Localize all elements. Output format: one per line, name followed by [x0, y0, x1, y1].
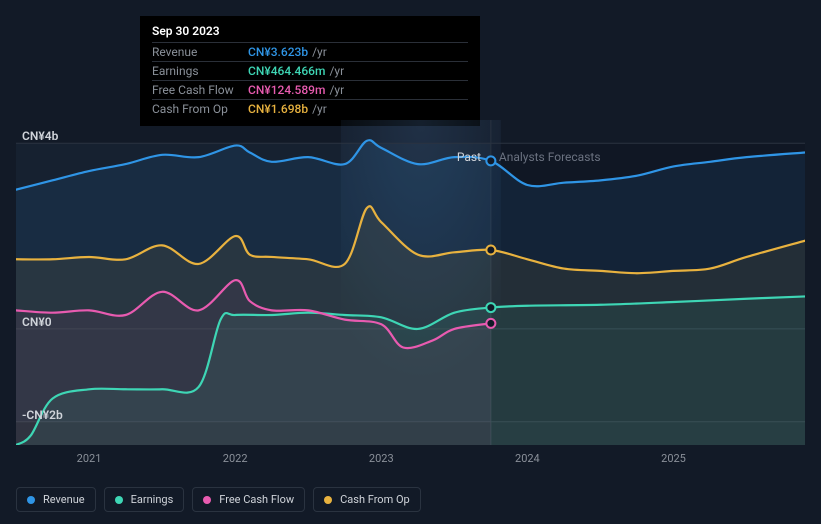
- tooltip-row-value: CN¥3.623b: [248, 45, 308, 59]
- legend-label: Earnings: [131, 493, 174, 506]
- legend-dot-icon: [27, 496, 35, 504]
- y-axis-label: CN¥0: [22, 315, 52, 329]
- legend-dot-icon: [115, 496, 123, 504]
- chart-legend: Revenue Earnings Free Cash Flow Cash From O…: [16, 487, 421, 512]
- legend-dot-icon: [203, 496, 211, 504]
- tooltip-row-value: CN¥464.466m: [248, 64, 325, 78]
- y-axis-label: CN¥4b: [22, 129, 58, 143]
- x-axis-label: 2024: [515, 452, 540, 465]
- data-tooltip: Sep 30 2023 RevenueCN¥3.623b/yrEarningsC…: [140, 16, 480, 126]
- tooltip-row: RevenueCN¥3.623b/yr: [152, 42, 468, 61]
- legend-item[interactable]: Earnings: [104, 487, 185, 512]
- tooltip-row-label: Cash From Op: [152, 102, 248, 116]
- tooltip-row-unit: /yr: [312, 102, 327, 116]
- tooltip-row-value: CN¥124.589m: [248, 83, 325, 97]
- legend-label: Revenue: [43, 493, 85, 506]
- tooltip-row-label: Earnings: [152, 64, 248, 78]
- tooltip-row-value: CN¥1.698b: [248, 102, 308, 116]
- tooltip-row-label: Free Cash Flow: [152, 83, 248, 97]
- y-axis-label: -CN¥2b: [22, 408, 63, 422]
- legend-item[interactable]: Free Cash Flow: [192, 487, 305, 512]
- chart-canvas: [16, 120, 805, 445]
- legend-dot-icon: [324, 496, 332, 504]
- x-axis-label: 2021: [77, 452, 102, 465]
- tooltip-row: Free Cash FlowCN¥124.589m/yr: [152, 80, 468, 99]
- earnings-revenue-chart: CN¥4bCN¥0-CN¥2b 20212022202320242025 Pas…: [16, 120, 805, 445]
- x-axis-label: 2025: [661, 452, 686, 465]
- x-axis-label: 2022: [223, 452, 248, 465]
- tooltip-row-label: Revenue: [152, 45, 248, 59]
- tooltip-date: Sep 30 2023: [152, 24, 468, 42]
- forecast-label: Analysts Forecasts: [499, 150, 601, 164]
- legend-item[interactable]: Revenue: [16, 487, 96, 512]
- tooltip-row-unit: /yr: [312, 45, 327, 59]
- tooltip-row: EarningsCN¥464.466m/yr: [152, 61, 468, 80]
- legend-label: Cash From Op: [340, 493, 410, 506]
- past-label: Past: [457, 150, 481, 164]
- tooltip-row-unit: /yr: [329, 64, 344, 78]
- x-axis-label: 2023: [369, 452, 394, 465]
- tooltip-row: Cash From OpCN¥1.698b/yr: [152, 99, 468, 118]
- legend-item[interactable]: Cash From Op: [313, 487, 421, 512]
- tooltip-row-unit: /yr: [329, 83, 344, 97]
- legend-label: Free Cash Flow: [219, 493, 294, 506]
